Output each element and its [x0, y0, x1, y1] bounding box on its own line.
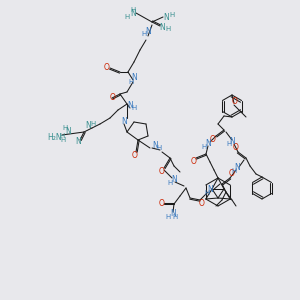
Text: H₂N: H₂N [48, 134, 62, 142]
Text: O: O [232, 97, 238, 106]
Text: H: H [60, 137, 66, 143]
Text: H: H [156, 145, 162, 151]
Text: H: H [226, 141, 232, 147]
Text: H: H [128, 79, 134, 85]
Text: O: O [233, 143, 239, 152]
Text: N: N [85, 122, 91, 130]
Text: N: N [205, 140, 211, 148]
Text: N: N [229, 137, 235, 146]
Text: H: H [231, 168, 237, 174]
Text: H: H [141, 31, 147, 37]
Text: H: H [165, 214, 171, 220]
Text: H: H [130, 7, 136, 13]
Text: N: N [75, 137, 81, 146]
Text: N: N [234, 164, 240, 172]
Text: H: H [59, 133, 64, 139]
Text: H: H [62, 125, 68, 131]
Text: N: N [159, 22, 165, 32]
Text: O: O [104, 64, 110, 73]
Text: O: O [159, 200, 165, 208]
Text: N: N [207, 185, 213, 194]
Text: H: H [201, 144, 207, 150]
Text: O: O [110, 94, 116, 103]
Text: N: N [130, 10, 136, 19]
Text: N: N [121, 118, 127, 127]
Text: N: N [65, 128, 71, 136]
Text: O: O [191, 158, 197, 166]
Text: N: N [145, 28, 151, 37]
Text: H: H [165, 26, 171, 32]
Text: O: O [210, 136, 216, 145]
Text: H: H [169, 12, 175, 18]
Text: O: O [199, 200, 205, 208]
Text: N: N [170, 209, 176, 218]
Text: O: O [229, 169, 235, 178]
Text: N: N [131, 74, 137, 82]
Text: O: O [159, 167, 165, 176]
Text: N: N [152, 142, 158, 151]
Text: H: H [124, 14, 130, 20]
Text: N: N [171, 176, 177, 184]
Text: H: H [204, 190, 210, 196]
Text: H: H [90, 121, 96, 127]
Text: H: H [131, 105, 136, 111]
Text: O: O [132, 152, 138, 160]
Text: N: N [163, 13, 169, 22]
Text: H: H [167, 180, 172, 186]
Text: N: N [127, 101, 133, 110]
Text: H: H [172, 214, 178, 220]
